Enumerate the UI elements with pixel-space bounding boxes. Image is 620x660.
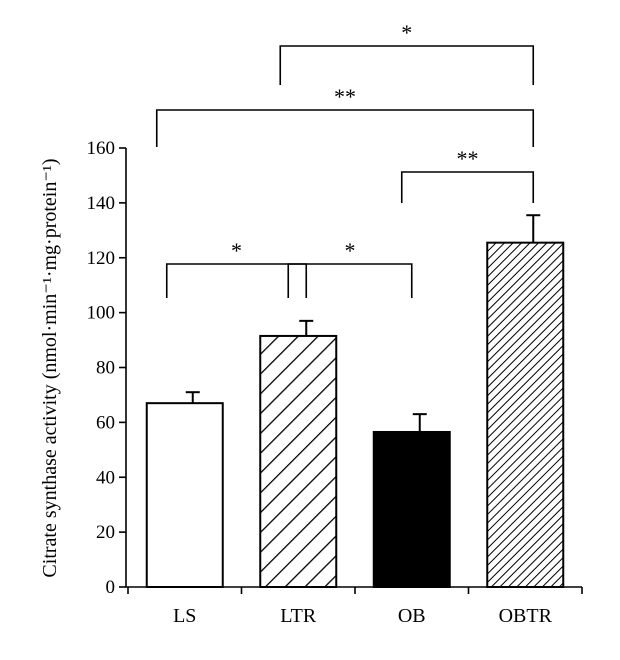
significance-bracket bbox=[400, 171, 535, 203]
significance-bracket bbox=[165, 263, 308, 298]
significance-label: * bbox=[231, 238, 242, 263]
significance-bracket bbox=[155, 109, 535, 147]
y-axis: 0 20 40 60 80 100 120 140 160 bbox=[87, 138, 127, 598]
significance-label: * bbox=[345, 238, 356, 263]
error-bars bbox=[185, 214, 541, 432]
x-category-label: LTR bbox=[280, 605, 317, 627]
y-tick-label: 20 bbox=[96, 522, 115, 543]
x-category-label: OBTR bbox=[499, 605, 553, 627]
x-axis: LS LTR OB OBTR bbox=[126, 586, 583, 627]
y-axis-label: Citrate synthase activity (nmol·min⁻¹·mg… bbox=[39, 158, 61, 577]
bar-ltr bbox=[259, 334, 338, 588]
y-tick-label: 60 bbox=[96, 412, 115, 433]
significance-bracket bbox=[279, 45, 535, 85]
significance-bracket bbox=[287, 263, 413, 298]
significance-label: * bbox=[401, 20, 412, 45]
x-category-label: OB bbox=[398, 605, 426, 627]
bar-obtr bbox=[486, 241, 565, 589]
bar-ob bbox=[372, 430, 451, 588]
significance-label: ** bbox=[457, 146, 479, 171]
bars bbox=[145, 241, 565, 589]
y-tick-label: 100 bbox=[87, 303, 116, 324]
y-tick-label: 120 bbox=[87, 248, 116, 269]
bar-ls bbox=[145, 402, 224, 589]
y-tick-label: 160 bbox=[87, 138, 116, 159]
y-tick-label: 40 bbox=[96, 467, 115, 488]
x-category-label: LS bbox=[173, 605, 196, 627]
significance-brackets: * ****** bbox=[155, 20, 535, 298]
y-tick-label: 140 bbox=[87, 193, 116, 214]
y-tick-label: 80 bbox=[96, 358, 115, 379]
y-tick-label: 0 bbox=[106, 577, 116, 598]
significance-label: ** bbox=[334, 84, 356, 109]
